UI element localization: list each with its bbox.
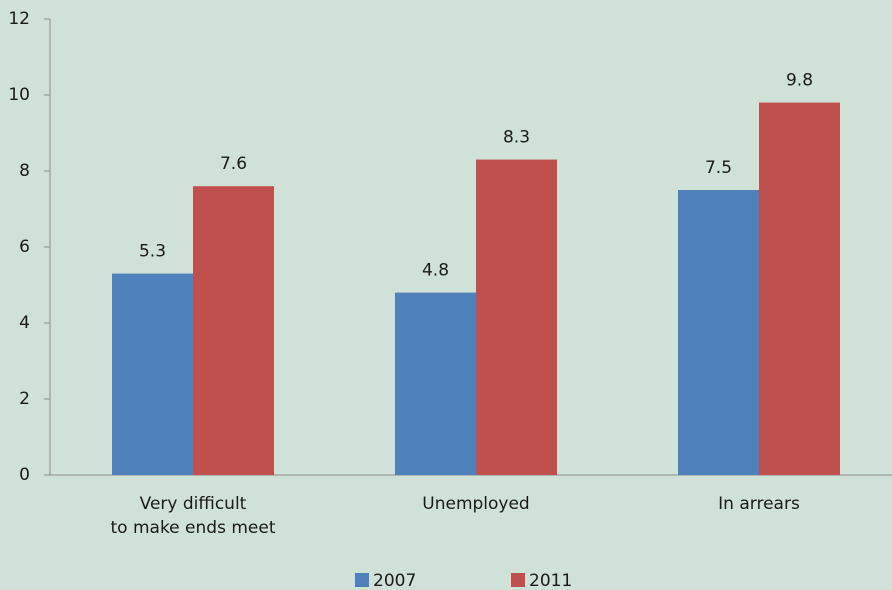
value-label: 8.3 [503, 128, 530, 148]
y-tick-label: 2 [19, 389, 30, 409]
legend-swatch [355, 573, 369, 587]
x-tick-label: Unemployed [422, 494, 529, 514]
legend-label: 2011 [529, 571, 572, 590]
legend-label: 2007 [373, 571, 416, 590]
y-tick-label: 4 [19, 313, 30, 333]
x-tick-label: Very difficult to make ends meet [111, 494, 276, 538]
value-label: 7.5 [705, 158, 732, 178]
value-label: 4.8 [422, 261, 449, 281]
x-tick-label: In arrears [718, 494, 800, 514]
bar [678, 190, 759, 475]
value-label: 5.3 [139, 242, 166, 262]
bar [476, 159, 557, 475]
legend-swatch [511, 573, 525, 587]
bar [112, 273, 193, 475]
value-label: 9.8 [786, 71, 813, 91]
y-tick-label: 10 [8, 85, 30, 105]
y-tick-label: 0 [19, 465, 30, 485]
value-label: 7.6 [220, 154, 247, 174]
y-tick-label: 8 [19, 161, 30, 181]
bar [759, 102, 840, 475]
bar [395, 292, 476, 475]
y-tick-label: 6 [19, 237, 30, 257]
bar [193, 186, 274, 475]
y-tick-label: 12 [8, 9, 30, 29]
